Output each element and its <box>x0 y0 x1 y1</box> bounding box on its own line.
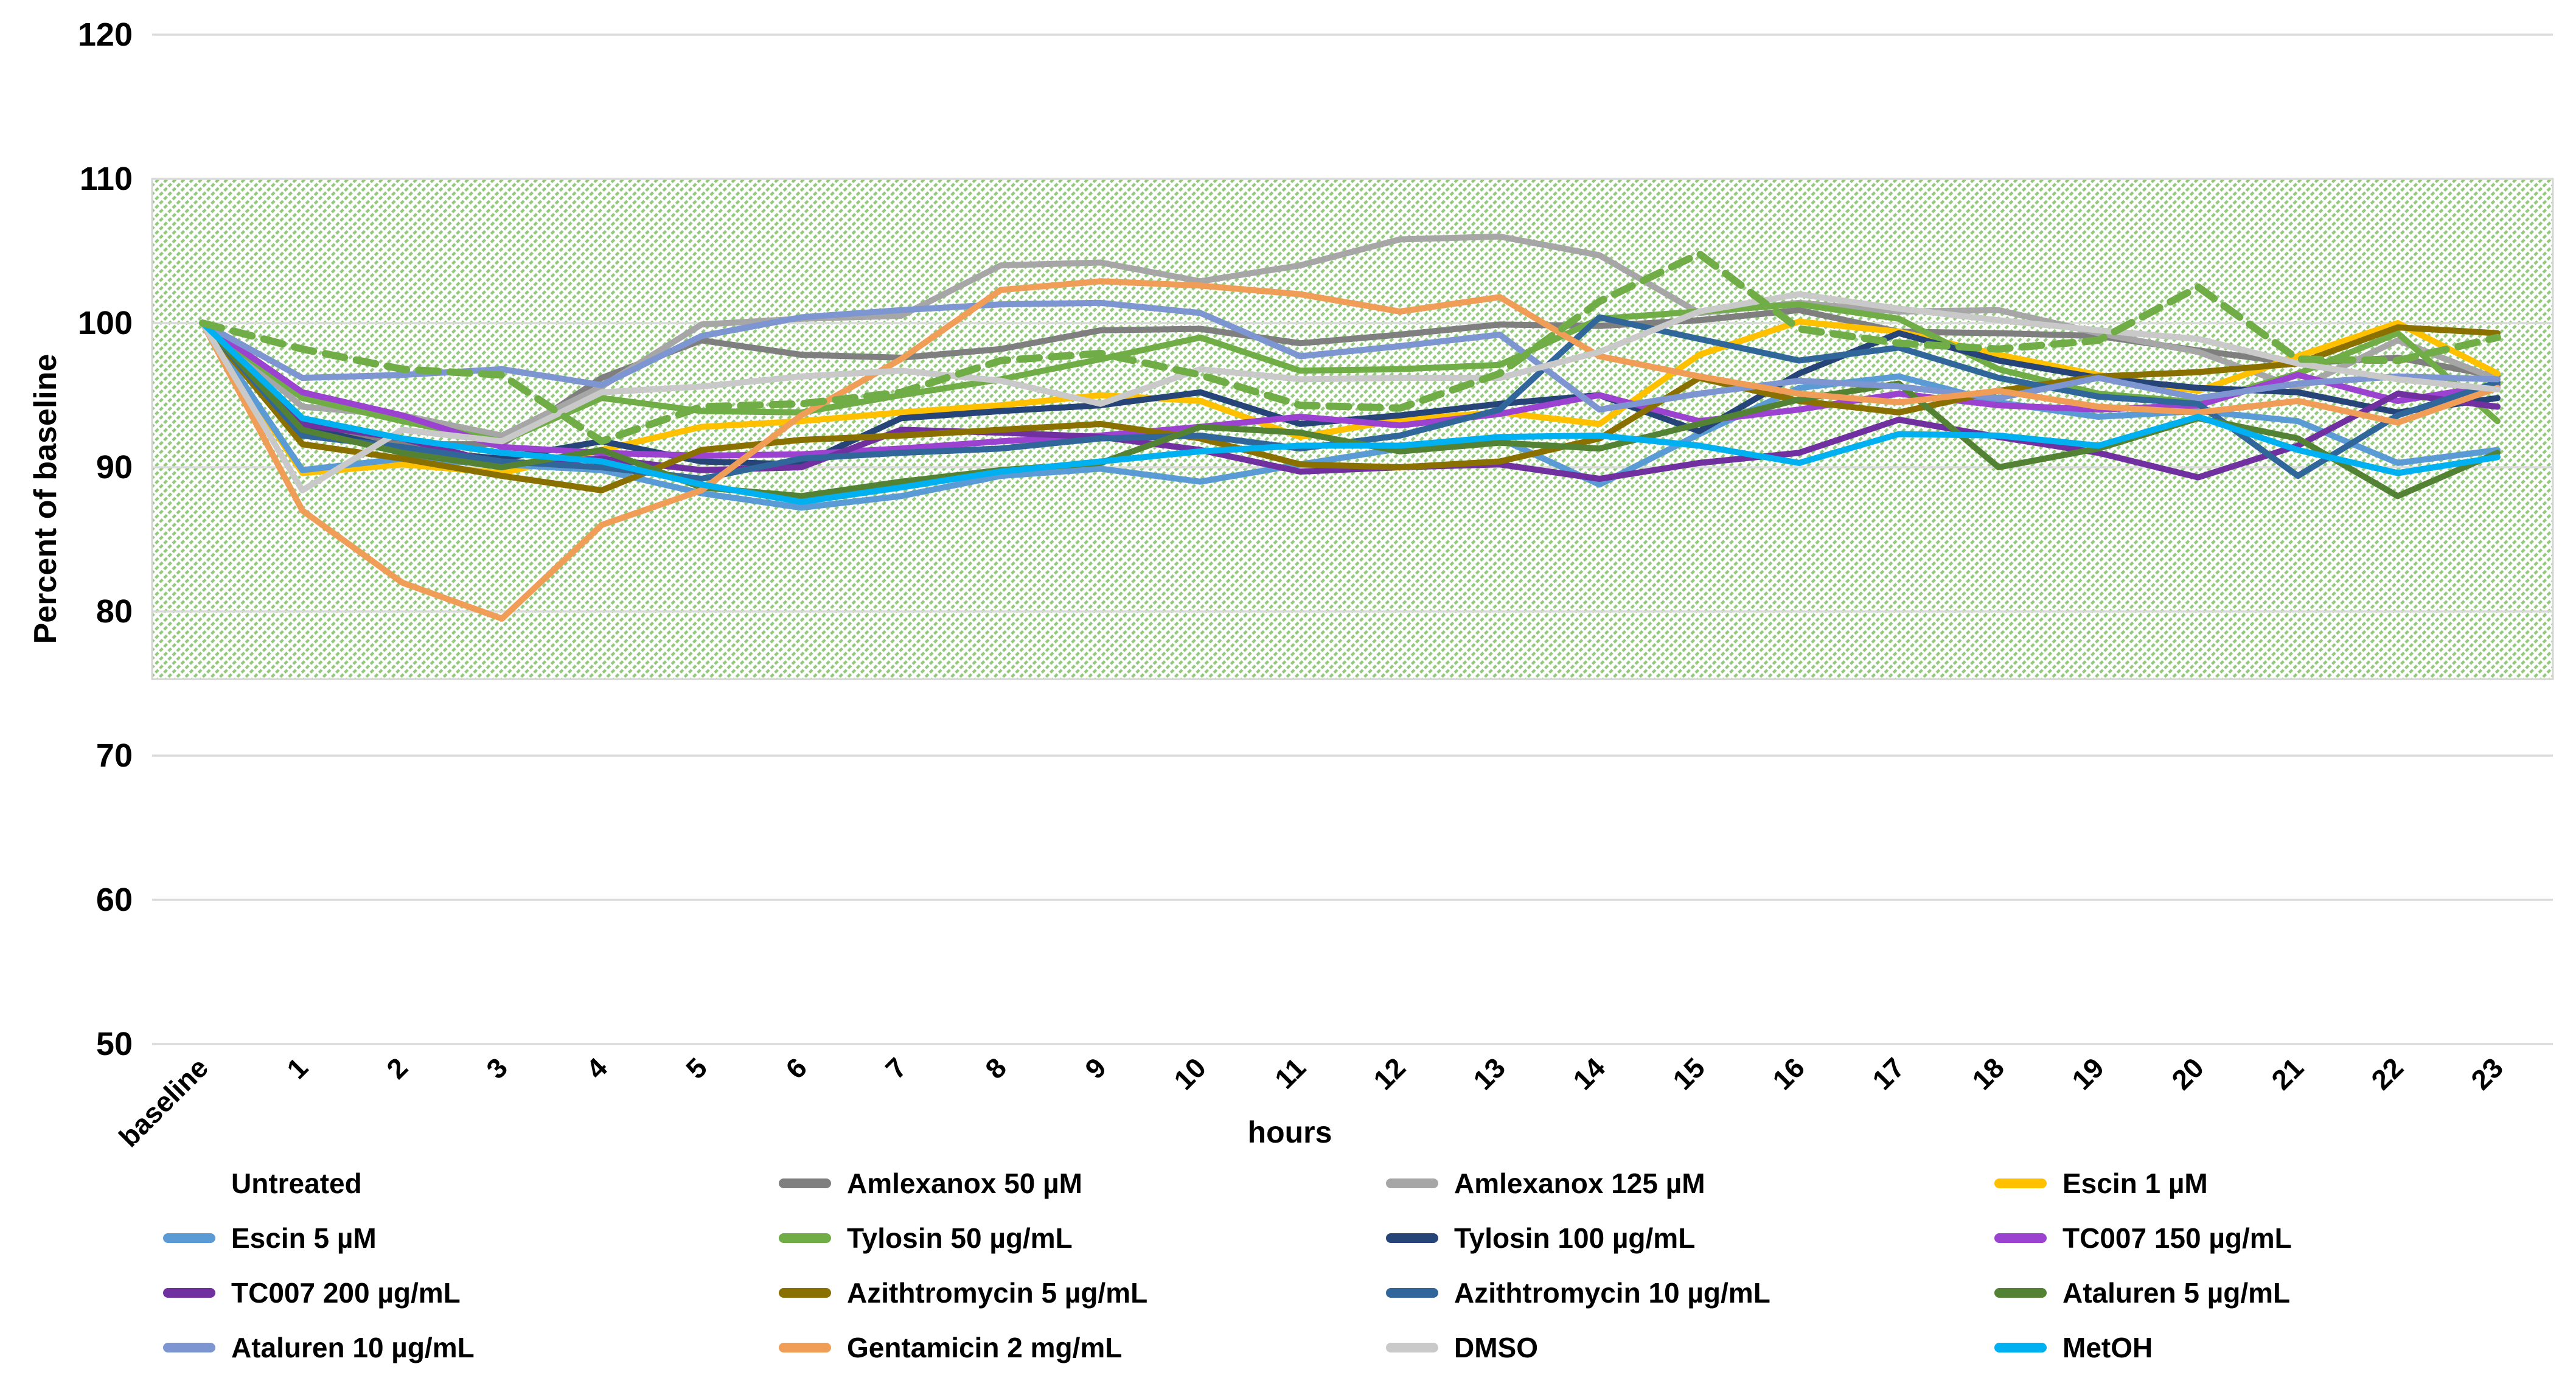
legend-swatch-azithtromycin-5-g-ml <box>779 1288 831 1298</box>
legend-swatch-escin-1-m <box>1994 1178 2047 1188</box>
x-tick-label-23: 23 <box>2465 1051 2509 1096</box>
x-tick-label-5: 5 <box>680 1051 713 1085</box>
legend-swatch-amlexanox-50-m <box>779 1178 831 1188</box>
x-tick-label-9: 9 <box>1079 1051 1112 1085</box>
legend-label: Tylosin 100 µg/mL <box>1454 1222 1696 1254</box>
x-tick-label-3: 3 <box>480 1051 513 1085</box>
legend-swatch-amlexanox-125-m <box>1386 1178 1438 1188</box>
x-tick-label-16: 16 <box>1766 1051 1811 1096</box>
legend-swatch-escin-5-m <box>163 1233 215 1243</box>
x-tick-label-19: 19 <box>2066 1051 2110 1096</box>
legend-label: Untreated <box>231 1168 362 1199</box>
legend-item-dmso: DMSO <box>1386 1334 1994 1362</box>
legend-swatch-azithtromycin-10-g-ml <box>1386 1288 1438 1298</box>
x-tick-label-4: 4 <box>580 1051 613 1085</box>
legend-item-metoh: MetOH <box>1994 1334 2457 1362</box>
series-line-untreated <box>199 250 2501 445</box>
series-line-ataluren-10-g-ml <box>200 299 2501 413</box>
x-tick-label-21: 21 <box>2265 1051 2310 1096</box>
x-tick-label-11: 11 <box>1269 1051 1312 1095</box>
legend-item-tc007-200-g-ml: TC007 200 µg/mL <box>163 1279 779 1307</box>
x-tick-label-12: 12 <box>1367 1051 1412 1096</box>
legend-item-tylosin-100-g-ml: Tylosin 100 µg/mL <box>1386 1224 1994 1252</box>
series-line-amlexanox-125-m <box>200 233 2501 439</box>
y-tick-label-80: 80 <box>96 593 133 630</box>
legend-item-gentamicin-2-mg-ml: Gentamicin 2 mg/mL <box>779 1334 1386 1362</box>
y-tick-label-50: 50 <box>96 1026 133 1062</box>
legend-label: DMSO <box>1454 1332 1538 1363</box>
y-axis-title: Percent of baseline <box>28 353 63 644</box>
legend-swatch-tc007-150-g-ml <box>1994 1233 2047 1243</box>
x-tick-label-14: 14 <box>1567 1051 1611 1096</box>
legend-item-escin-5-m: Escin 5 µM <box>163 1224 779 1252</box>
x-tick-label-22: 22 <box>2365 1051 2409 1096</box>
x-tick-label-1: 1 <box>280 1051 314 1085</box>
legend-label: TC007 150 µg/mL <box>2063 1222 2292 1254</box>
x-tick-label-15: 15 <box>1666 1051 1711 1096</box>
legend-label: Azithtromycin 5 µg/mL <box>847 1277 1148 1309</box>
x-axis-title: hours <box>1247 1115 1332 1149</box>
x-tick-label-10: 10 <box>1168 1051 1212 1096</box>
y-tick-label-90: 90 <box>96 449 133 486</box>
legend-item-amlexanox-125-m: Amlexanox 125 µM <box>1386 1169 1994 1197</box>
series-line-gentamicin-2-mg-ml <box>200 278 2501 622</box>
legend-swatch-tylosin-50-g-ml <box>779 1233 831 1243</box>
legend-label: Azithtromycin 10 µg/mL <box>1454 1277 1770 1309</box>
legend-label: Amlexanox 50 µM <box>847 1168 1082 1199</box>
x-tick-label-2: 2 <box>380 1051 414 1085</box>
legend-item-ataluren-10-g-ml: Ataluren 10 µg/mL <box>163 1334 779 1362</box>
x-tick-label-7: 7 <box>879 1051 913 1085</box>
y-tick-label-110: 110 <box>80 161 133 197</box>
legend-item-escin-1-m: Escin 1 µM <box>1994 1169 2457 1197</box>
y-tick-label-120: 120 <box>78 16 133 53</box>
x-tick-label-18: 18 <box>1966 1051 2010 1096</box>
legend-swatch-tylosin-100-g-ml <box>1386 1233 1438 1243</box>
legend-label: TC007 200 µg/mL <box>231 1277 461 1309</box>
x-tick-label-8: 8 <box>979 1051 1012 1085</box>
legend-label: Escin 1 µM <box>2063 1168 2208 1199</box>
legend-swatch-metoh <box>1994 1343 2047 1352</box>
legend-swatch-ataluren-10-g-ml <box>163 1343 215 1352</box>
y-tick-label-70: 70 <box>96 737 133 774</box>
legend-item-amlexanox-50-m: Amlexanox 50 µM <box>779 1169 1386 1197</box>
x-tick-label-20: 20 <box>2165 1051 2210 1096</box>
legend-label: Ataluren 10 µg/mL <box>231 1332 475 1363</box>
legend-label: Ataluren 5 µg/mL <box>2063 1277 2291 1309</box>
x-tick-label-13: 13 <box>1467 1051 1511 1096</box>
legend-label: Tylosin 50 µg/mL <box>847 1222 1073 1254</box>
legend-item-tc007-150-g-ml: TC007 150 µg/mL <box>1994 1224 2457 1252</box>
legend-swatch-untreated <box>163 1178 215 1188</box>
series-line-metoh <box>200 320 2501 505</box>
legend-item-untreated: Untreated <box>163 1169 779 1197</box>
legend-label: Escin 5 µM <box>231 1222 377 1254</box>
x-tick-label-6: 6 <box>779 1051 813 1085</box>
y-tick-label-60: 60 <box>96 882 133 918</box>
legend-swatch-dmso <box>1386 1343 1438 1352</box>
y-tick-label-100: 100 <box>78 305 133 341</box>
x-tick-label-17: 17 <box>1866 1051 1910 1096</box>
legend-swatch-tc007-200-g-ml <box>163 1288 215 1298</box>
x-tick-label-baseline: baseline <box>113 1051 214 1153</box>
legend-item-azithtromycin-10-g-ml: Azithtromycin 10 µg/mL <box>1386 1279 1994 1307</box>
chart-legend: Untreated Amlexanox 50 µM Amlexanox 125 µM… <box>163 1156 2512 1375</box>
legend-label: Amlexanox 125 µM <box>1454 1168 1705 1199</box>
legend-label: MetOH <box>2063 1332 2153 1363</box>
legend-swatch-gentamicin-2-mg-ml <box>779 1343 831 1352</box>
legend-item-azithtromycin-5-g-ml: Azithtromycin 5 µg/mL <box>779 1279 1386 1307</box>
legend-label: Gentamicin 2 mg/mL <box>847 1332 1123 1363</box>
series-line-azithtromycin-5-g-ml <box>200 320 2501 493</box>
legend-item-ataluren-5-g-ml: Ataluren 5 µg/mL <box>1994 1279 2457 1307</box>
legend-item-tylosin-50-g-ml: Tylosin 50 µg/mL <box>779 1224 1386 1252</box>
legend-swatch-ataluren-5-g-ml <box>1994 1288 2047 1298</box>
